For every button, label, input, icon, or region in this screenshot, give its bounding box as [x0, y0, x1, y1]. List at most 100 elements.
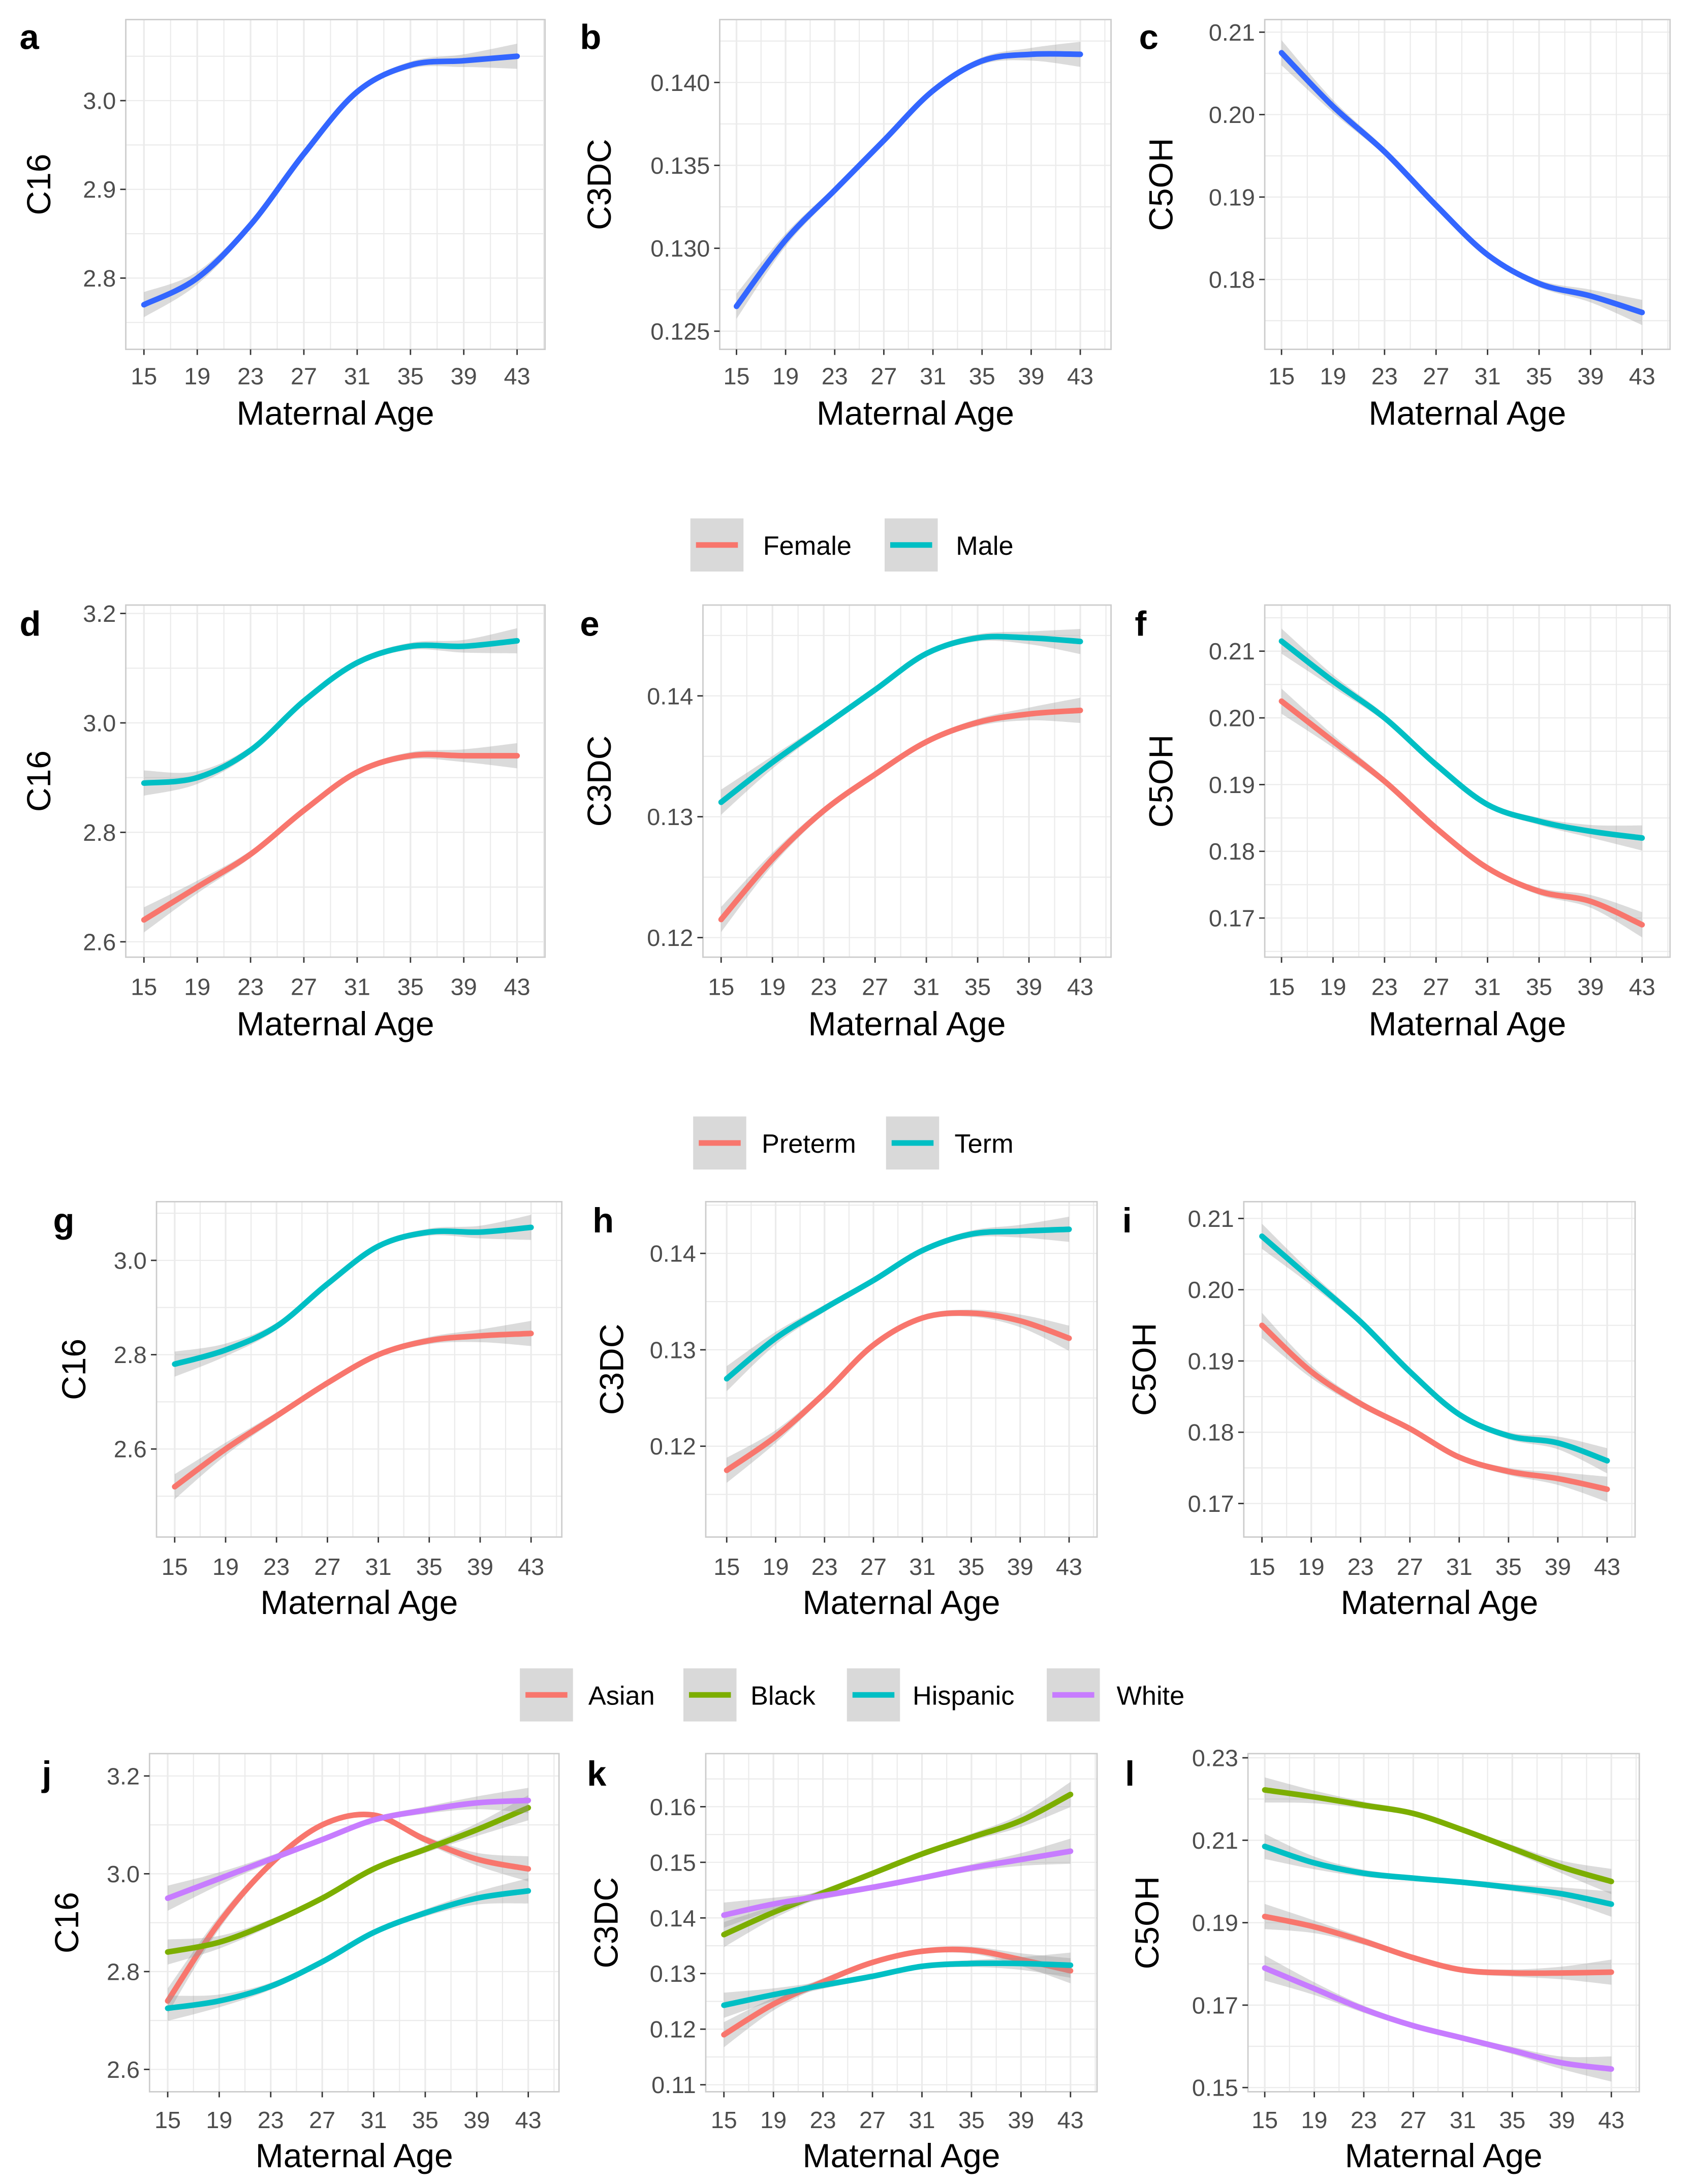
y-axis-title: C5OH: [1125, 1323, 1163, 1416]
x-axis-title: Maternal Age: [260, 1584, 458, 1621]
x-tick-label: 15: [711, 2107, 737, 2133]
y-tick-label: 3.2: [83, 600, 116, 627]
y-axis-title: C16: [55, 1339, 92, 1400]
x-tick-label: 23: [810, 973, 837, 1000]
confidence-band: [1265, 1904, 1612, 1985]
panel-letter: k: [587, 1754, 607, 1793]
y-tick-label: 2.9: [83, 176, 116, 203]
y-tick-label: 0.15: [650, 1849, 696, 1876]
panel-letter: g: [53, 1201, 75, 1240]
y-axis-title: C16: [20, 154, 57, 215]
x-tick-label: 23: [1351, 2107, 1377, 2133]
y-tick-label: 0.14: [650, 1905, 696, 1932]
series-line: [733, 51, 1083, 309]
y-tick-label: 0.18: [1188, 1419, 1234, 1446]
y-tick-label: 0.21: [1209, 19, 1255, 46]
x-tick-label: 19: [759, 973, 786, 1000]
y-tick-label: 0.17: [1188, 1491, 1234, 1517]
x-tick-label: 31: [913, 973, 940, 1000]
x-tick-label: 39: [1545, 1554, 1571, 1580]
panel-k: 15 19 23 27 31 35 39 43 0.11 0.12 0.13 0.14 0.15 0.16…: [587, 1753, 1098, 2174]
x-tick-label: 39: [1577, 973, 1604, 1000]
x-tick-label: 15: [723, 363, 749, 389]
x-tick-label: 39: [1008, 2107, 1034, 2133]
x-tick-label: 31: [909, 2107, 935, 2133]
series-line: [141, 53, 520, 308]
confidence-band: [1265, 1777, 1612, 1894]
x-tick-label: 19: [772, 363, 799, 389]
x-tick-label: 23: [811, 1554, 838, 1580]
plot-area: [126, 19, 545, 350]
x-tick-label: 39: [1018, 363, 1044, 389]
x-tick-label: 35: [1495, 1554, 1522, 1580]
panel-border: [1243, 1201, 1636, 1538]
series-line: [1278, 50, 1645, 315]
confidence-band: [1281, 688, 1642, 937]
y-tick-label: 0.130: [650, 235, 710, 262]
x-tick-label: 19: [206, 2107, 232, 2133]
panel-i: 15 19 23 27 31 35 39 43 0.17 0.18 0.19 0.20 0.21 Mate…: [1122, 1201, 1636, 1621]
panel-g: 15 19 23 27 31 35 39 43 2.6 2.8 3.0 Maternal Age C16…: [53, 1201, 563, 1621]
legend-label: Asian: [588, 1682, 655, 1711]
x-tick-label: 39: [1577, 363, 1604, 389]
x-tick-label: 15: [713, 1554, 740, 1580]
panel-b: 15 19 23 27 31 35 39 43 0.125 0.130 0.135 0.140 Mate…: [580, 17, 1112, 432]
x-tick-label: 43: [1594, 1554, 1620, 1580]
x-axis-title: Maternal Age: [237, 1005, 434, 1042]
series-line-male: [718, 634, 1083, 805]
legend-label: Female: [763, 531, 852, 561]
y-tick-label: 0.13: [650, 1337, 696, 1363]
y-axis-title: C5OH: [1142, 138, 1180, 231]
series-line-hispanic: [721, 1960, 1074, 2008]
y-axis-title: C3DC: [580, 139, 618, 230]
panel-border: [719, 19, 1112, 351]
y-tick-label: 0.18: [1209, 838, 1255, 865]
x-tick-label: 43: [504, 973, 530, 1000]
confidence-band: [1265, 1955, 1612, 2082]
x-tick-label: 43: [1598, 2107, 1624, 2133]
y-tick-label: 0.13: [650, 1960, 696, 1987]
panel-j: 15 19 23 27 31 35 39 43 2.6 2.8 3.0 3.2 Maternal Age…: [41, 1753, 560, 2174]
x-tick-label: 39: [1549, 2107, 1575, 2133]
panel-border: [705, 1201, 1098, 1538]
x-tick-label: 23: [237, 973, 264, 1000]
y-tick-label: 0.14: [647, 683, 693, 709]
confidence-band: [724, 1952, 1071, 2018]
panel-border: [702, 604, 1112, 958]
y-tick-label: 0.17: [1192, 1992, 1238, 2018]
series-line-female: [718, 707, 1083, 923]
x-tick-label: 27: [1423, 973, 1449, 1000]
x-tick-label: 27: [1397, 1554, 1423, 1580]
x-axis-title: Maternal Age: [1368, 394, 1566, 432]
series-line-white: [165, 1797, 531, 1901]
panel-h: 15 19 23 27 31 35 39 43 0.12 0.13 0.14 Maternal Age…: [592, 1201, 1098, 1621]
legend: Female Male: [690, 518, 1014, 572]
y-axis-title: C16: [20, 750, 57, 812]
y-tick-label: 0.20: [1209, 705, 1255, 732]
panel-letter: e: [580, 604, 599, 643]
x-tick-label: 15: [1251, 2107, 1278, 2133]
x-tick-label: 31: [344, 363, 370, 389]
series-line-male: [1278, 638, 1645, 841]
x-tick-label: 35: [958, 2107, 985, 2133]
x-tick-label: 35: [1499, 2107, 1525, 2133]
y-tick-label: 0.13: [647, 804, 693, 830]
series-line-black: [165, 1805, 531, 1955]
series-line-term: [1259, 1233, 1610, 1464]
y-tick-label: 0.11: [651, 2072, 696, 2098]
x-tick-label: 43: [504, 363, 530, 389]
x-tick-label: 43: [1057, 2107, 1084, 2133]
x-tick-label: 35: [397, 363, 424, 389]
y-axis-title: C3DC: [593, 1324, 631, 1415]
plot-area: [156, 1201, 562, 1537]
panel-letter: l: [1125, 1754, 1135, 1793]
panel-c: 15 19 23 27 31 35 39 43 0.18 0.19 0.20 0.21 Maternal…: [1139, 17, 1671, 432]
y-tick-label: 0.140: [650, 70, 710, 96]
series-line-black: [721, 1791, 1074, 1938]
panel-border: [148, 1753, 560, 2093]
x-tick-label: 31: [1446, 1554, 1473, 1580]
x-tick-label: 39: [1007, 1554, 1034, 1580]
x-tick-label: 27: [314, 1554, 340, 1580]
x-tick-label: 35: [1526, 363, 1552, 389]
x-axis-title: Maternal Age: [237, 394, 434, 432]
